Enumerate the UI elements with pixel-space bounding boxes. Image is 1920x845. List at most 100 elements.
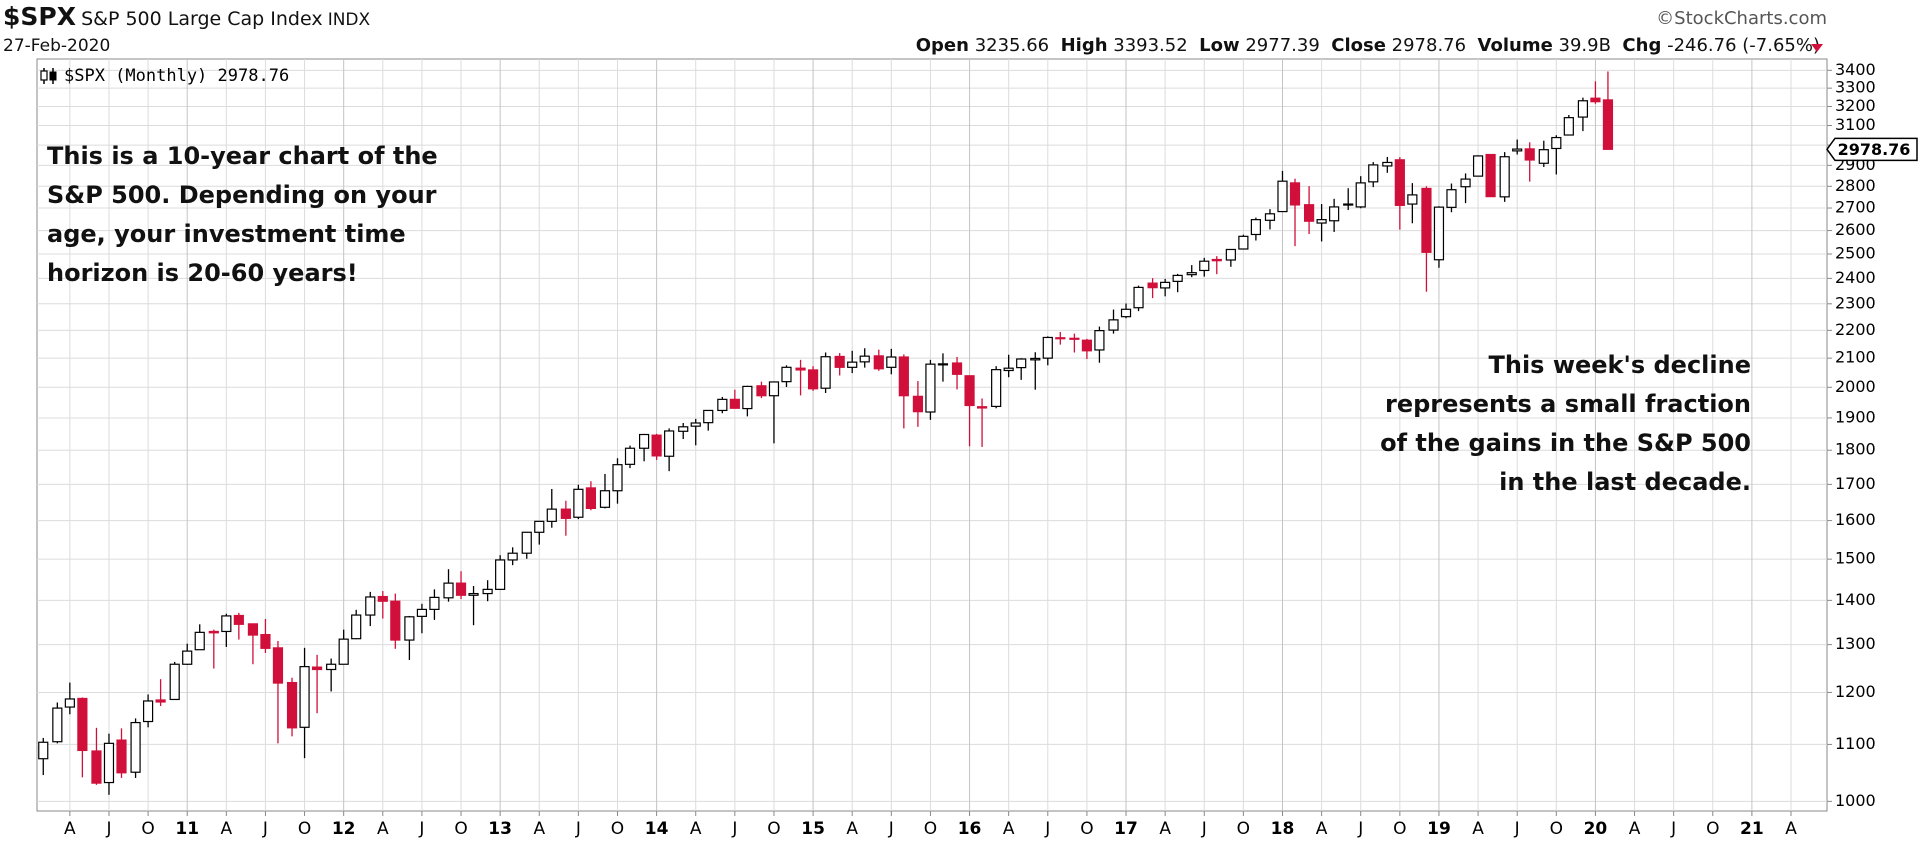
stat-value: 3393.52 [1113,35,1188,56]
x-tick-label: A [221,819,233,839]
x-tick-label: A [1159,819,1171,839]
candle-body [404,616,415,641]
candle-body [976,406,988,409]
date: 27-Feb-2020 [3,36,111,56]
y-tick-label: 2100 [1835,348,1876,367]
candle-body [859,355,870,363]
candle-body [1289,182,1301,206]
annotation-line: age, your investment time [47,220,406,248]
stat-label: Chg [1622,35,1662,56]
candle-body [690,422,701,427]
candle-body [1485,153,1496,198]
annotation-line: This week's decline [1489,351,1752,379]
candle-body [77,697,88,752]
candle-body [1472,155,1484,177]
candle-body [1250,219,1261,236]
x-tick-label: O [454,819,467,839]
candle-body [272,647,284,684]
candle-body [546,508,557,522]
annotation-line: horizon is 20-60 years! [47,259,358,287]
legend-label: $SPX (Monthly) 2978.76 [64,66,289,86]
x-tick-label: J [105,819,111,839]
candle-body [1577,100,1589,118]
x-tick-label: 12 [332,819,356,839]
candle-body [1238,235,1249,250]
x-tick-label: A [64,819,76,839]
candle-body [482,588,493,595]
index-name: S&P 500 Large Cap Index [81,8,323,30]
candle-body [130,721,141,773]
x-tick-label: O [1237,819,1250,839]
candle-body [1225,248,1236,261]
x-tick-label: J [1670,819,1676,839]
candle-body [1069,337,1080,340]
candle-body [624,447,636,465]
stat-label: Close [1331,35,1386,56]
stat-label: Low [1199,35,1240,56]
stats: Open 3235.66 High 3393.52 Low 2977.39 Cl… [916,35,1820,56]
copyright: ©StockCharts.com [1656,8,1827,29]
x-tick-label: A [1472,819,1484,839]
candle-body [912,395,924,413]
y-tick-label: 1400 [1835,590,1876,609]
candle-body [651,434,662,457]
stat-label: High [1060,35,1108,56]
candle-body [351,614,362,640]
y-tick-label: 2600 [1835,220,1876,239]
x-tick-label: J [1514,819,1520,839]
candle-body [873,355,884,370]
candle-body [1602,99,1614,150]
candle-body [717,398,728,412]
x-tick-label: A [533,819,545,839]
candle-body [1551,136,1562,150]
x-tick-label: A [377,819,389,839]
x-tick-label: 14 [645,819,669,839]
y-tick-label: 3400 [1835,60,1876,79]
legend-close: 2978.76 [218,66,290,86]
candle-body [1172,274,1183,282]
y-tick-label: 1300 [1835,634,1876,653]
candle-body [468,592,479,596]
candle-body [1563,117,1574,136]
x-tick-label: A [690,819,702,839]
candle-body [612,464,623,492]
candle-body [91,750,102,784]
x-tick-label: O [298,819,311,839]
y-tick-label: 1900 [1835,407,1876,426]
x-tick-label: J [575,819,581,839]
x-tick-label: 11 [175,819,199,839]
x-tick-label: A [846,819,858,839]
candle-body [1394,159,1405,206]
candle-body [365,596,376,616]
candle-body [729,398,740,409]
candle-body [260,634,271,649]
x-tick-label: A [1003,819,1015,839]
x-tick-label: A [1316,819,1328,839]
exchange: INDX [327,10,371,30]
x-tick-label: A [1629,819,1641,839]
stat-value: 3235.66 [974,35,1050,56]
candle-body [416,608,428,617]
x-tick-label: 18 [1271,819,1295,839]
x-tick-label: O [1706,819,1719,839]
y-tick-label: 1800 [1835,440,1876,459]
x-tick-label: 13 [488,819,512,839]
candle-body [338,638,349,665]
candle-body [951,362,963,375]
legend-icon [40,68,57,84]
candle-body [703,409,714,424]
candle-body [1316,219,1327,224]
candle-body [1003,367,1014,372]
header: $SPX S&P 500 Large Cap Index INDX 27-Feb… [0,0,1920,60]
candle-body [964,375,975,407]
candle-body [1042,336,1053,359]
candle-body [326,663,337,671]
stat-label: Volume [1477,35,1553,56]
candle-body [38,741,49,760]
y-tick-label: 3100 [1835,115,1876,134]
candle-body [834,355,845,368]
candle-body [443,582,454,599]
candle-body [1421,187,1432,253]
candle-body [455,582,467,596]
